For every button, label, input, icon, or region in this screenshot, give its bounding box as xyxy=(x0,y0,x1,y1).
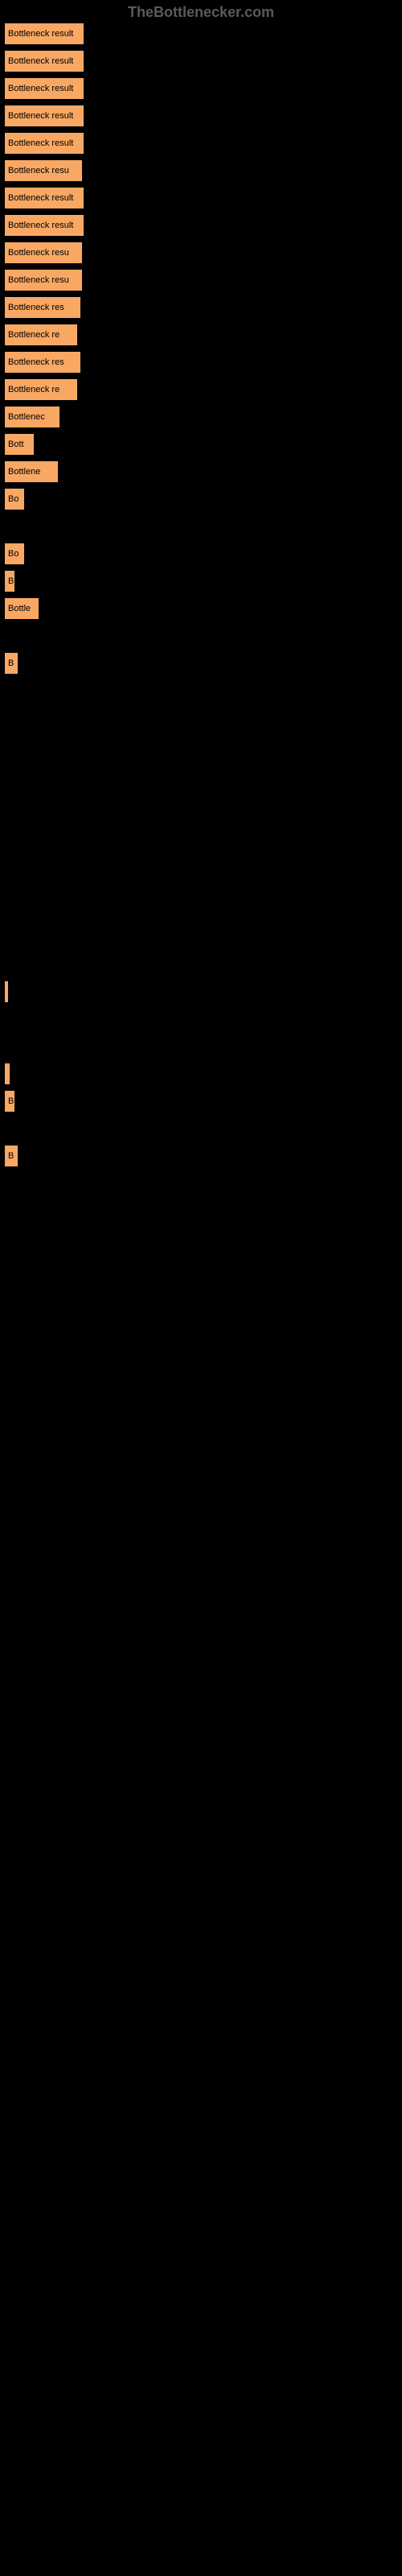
chart-container: Bottleneck result Bottleneck result Bottle… xyxy=(4,23,398,1167)
bar-row: Bottleneck resu xyxy=(4,159,398,182)
spacer-row xyxy=(4,515,398,538)
bar: Bo xyxy=(4,488,25,510)
bar: Bottleneck result xyxy=(4,132,84,155)
bar-label: Bottleneck result xyxy=(8,56,73,66)
bar-row: Bottlenec xyxy=(4,406,398,428)
bar: Bottleneck result xyxy=(4,105,84,127)
bar: Bottleneck resu xyxy=(4,269,83,291)
bar-label: Bottleneck res xyxy=(8,357,64,367)
bar: B xyxy=(4,652,18,675)
bar: Bottleneck result xyxy=(4,214,84,237)
bar: Bottleneck res xyxy=(4,296,81,319)
spacer-row xyxy=(4,762,398,784)
bar-row: Bottleneck result xyxy=(4,214,398,237)
bar: Bott xyxy=(4,433,35,456)
spacer-row xyxy=(4,926,398,948)
spacer-row xyxy=(4,1008,398,1030)
bar-label: Bottle xyxy=(8,604,31,613)
bar-label: Bottleneck result xyxy=(8,138,73,148)
bar-row: Bo xyxy=(4,543,398,565)
spacer-row xyxy=(4,789,398,811)
bar-label: Bottleneck result xyxy=(8,111,73,121)
bar-label: Bottlene xyxy=(8,467,40,477)
watermark-text: TheBottlenecker.com xyxy=(4,4,398,21)
bar-label: B xyxy=(8,658,14,668)
bar-label: Bottlenec xyxy=(8,412,45,422)
bar-row: Bottleneck result xyxy=(4,50,398,72)
bar: Bottleneck result xyxy=(4,23,84,45)
bar-row xyxy=(4,980,398,1003)
bar-row: B xyxy=(4,652,398,675)
bar-row: Bottleneck resu xyxy=(4,269,398,291)
spacer-row xyxy=(4,953,398,976)
bar-row: Bottle xyxy=(4,597,398,620)
bar-label: Bottleneck resu xyxy=(8,275,69,285)
bar-row: Bottlene xyxy=(4,460,398,483)
bar-row: Bottleneck result xyxy=(4,77,398,100)
bar-label: Bottleneck resu xyxy=(8,166,69,175)
bar-row: B xyxy=(4,1090,398,1113)
bar-label: Bottleneck result xyxy=(8,193,73,203)
bar-label: B xyxy=(8,1096,14,1106)
spacer-row xyxy=(4,625,398,647)
spacer-row xyxy=(4,816,398,839)
bar-row: Bottleneck res xyxy=(4,296,398,319)
bar: B xyxy=(4,570,15,592)
bar: Bo xyxy=(4,543,25,565)
bar-row: B xyxy=(4,570,398,592)
bar-label: Bottleneck re xyxy=(8,330,59,340)
bar-row: Bottleneck result xyxy=(4,132,398,155)
spacer-row xyxy=(4,679,398,702)
spacer-row xyxy=(4,844,398,866)
bar-label: Bottleneck result xyxy=(8,84,73,93)
bar: Bottleneck re xyxy=(4,378,78,401)
bar: B xyxy=(4,1145,18,1167)
bar-label: B xyxy=(8,576,14,586)
bar: Bottlene xyxy=(4,460,59,483)
bar: B xyxy=(4,1090,15,1113)
bar-row: Bo xyxy=(4,488,398,510)
bar-label: Bottleneck resu xyxy=(8,248,69,258)
bar-label: B xyxy=(8,1151,14,1161)
spacer-row xyxy=(4,1035,398,1058)
bar-row: Bottleneck result xyxy=(4,105,398,127)
bar-row: B xyxy=(4,1145,398,1167)
spacer-row xyxy=(4,1117,398,1140)
spacer-row xyxy=(4,734,398,757)
bar: Bottleneck resu xyxy=(4,159,83,182)
bar-row: Bottleneck resu xyxy=(4,242,398,264)
bar-row: Bottleneck re xyxy=(4,324,398,346)
bar-row: Bott xyxy=(4,433,398,456)
bar xyxy=(4,1063,10,1085)
bar: Bottle xyxy=(4,597,39,620)
bar: Bottleneck resu xyxy=(4,242,83,264)
bar-row: Bottleneck re xyxy=(4,378,398,401)
bar-label: Bottleneck re xyxy=(8,385,59,394)
bar: Bottlenec xyxy=(4,406,60,428)
bar-label: Bo xyxy=(8,494,18,504)
bar: Bottleneck result xyxy=(4,187,84,209)
bar-label: Bott xyxy=(8,440,24,449)
bar: Bottleneck res xyxy=(4,351,81,374)
spacer-row xyxy=(4,707,398,729)
bar: Bottleneck result xyxy=(4,50,84,72)
bar-label: Bottleneck result xyxy=(8,29,73,39)
bar-row: Bottleneck result xyxy=(4,187,398,209)
spacer-row xyxy=(4,898,398,921)
bar-label: Bottleneck res xyxy=(8,303,64,312)
bar-row: Bottleneck res xyxy=(4,351,398,374)
bar: Bottleneck result xyxy=(4,77,84,100)
bar: Bottleneck re xyxy=(4,324,78,346)
bar-label: Bottleneck result xyxy=(8,221,73,230)
bar xyxy=(4,980,9,1003)
bar-label: Bo xyxy=(8,549,18,559)
bar-row xyxy=(4,1063,398,1085)
bar-row: Bottleneck result xyxy=(4,23,398,45)
spacer-row xyxy=(4,871,398,894)
